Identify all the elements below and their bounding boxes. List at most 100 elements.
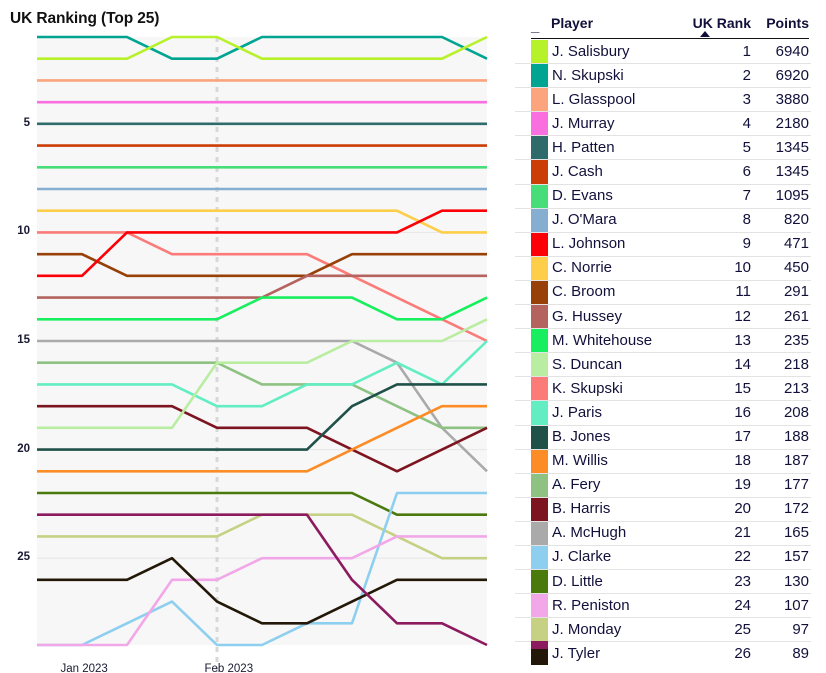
table-row[interactable]: C. Norrie 10 450 [515,256,811,281]
sort-ascending-icon[interactable] [700,31,710,37]
series-color-swatch [531,64,548,88]
x-axis-tick-label: Feb 2023 [204,663,254,673]
series-line[interactable] [37,513,488,647]
table-row[interactable]: J. O'Mara 8 820 [515,208,811,233]
series-line[interactable] [37,535,487,647]
column-header-points[interactable]: Points [766,15,809,31]
series-line[interactable] [37,274,487,299]
table-row[interactable]: A. McHugh 21 165 [515,521,811,546]
player-name: S. Duncan [552,355,623,373]
table-body: J. Salisbury 1 6940 N. Skupski 2 6920 L. Glass… [515,40,811,666]
table-row[interactable]: D. Little 23 130 [515,570,811,595]
player-points: 450 [783,259,809,277]
player-name: D. Evans [552,187,613,205]
table-row[interactable]: L. Glasspool 3 3880 [515,88,811,113]
series-line[interactable] [37,383,487,451]
y-axis-tick-label: 5 [23,116,30,129]
player-name: J. Murray [552,114,615,132]
table-row[interactable]: J. Paris 16 208 [515,401,811,426]
player-points: 291 [783,283,809,301]
player-name: J. Salisbury [552,42,630,60]
player-uk-rank: 7 [742,187,751,205]
table-row[interactable]: J. Clarke 22 157 [515,545,811,571]
ranking-lines-svg [37,35,488,673]
table-row[interactable]: B. Jones 17 188 [515,425,811,450]
table-row[interactable]: B. Harris 20 172 [515,497,811,522]
series-line[interactable] [37,209,487,234]
series-line[interactable] [37,35,488,61]
series-line[interactable] [37,361,487,430]
player-name: B. Harris [552,500,611,518]
table-row[interactable]: D. Evans 7 1095 [515,184,811,209]
table-row[interactable]: K. Skupski 15 213 [515,377,811,402]
player-uk-rank: 23 [734,572,751,590]
table-row[interactable]: L. Johnson 9 471 [515,232,811,257]
series-line[interactable] [37,35,488,61]
series-color-swatch [531,160,548,184]
table-row[interactable]: A. Fery 19 177 [515,473,811,498]
series-color-swatch [531,256,548,280]
table-row[interactable]: J. Salisbury 1 6940 [515,40,811,65]
table-row[interactable]: J. Murray 4 2180 [515,112,811,137]
player-uk-rank: 9 [742,235,751,253]
table-row[interactable]: J. Cash 6 1345 [515,160,811,185]
table-row[interactable]: R. Peniston 24 107 [515,594,811,619]
series-line[interactable] [37,404,488,473]
player-points: 2180 [775,114,809,132]
player-name: D. Little [552,572,603,590]
x-axis-tick-label: Jan 2023 [60,663,108,673]
series-line[interactable] [37,318,488,430]
series-color-swatch [531,401,548,425]
series-color-swatch [531,449,548,473]
series-line[interactable] [37,231,488,343]
column-header-player[interactable]: Player [551,15,594,31]
series-color-swatch [531,184,548,208]
player-name: N. Skupski [552,66,624,84]
column-header-uk-rank[interactable]: UK Rank [692,15,751,31]
series-color-swatch [531,232,548,256]
player-uk-rank: 17 [734,428,751,445]
series-line[interactable] [37,209,487,278]
player-uk-rank: 4 [742,114,751,132]
plot-area[interactable]: 5 10 15 20 25 Jan 2023 Feb 2023 [0,35,512,673]
table-row[interactable]: J. Tyler 26 89 [515,642,811,666]
series-line[interactable] [37,556,487,625]
series-color-swatch [531,329,548,353]
table-row[interactable]: S. Duncan 14 218 [515,353,811,378]
table-row[interactable]: C. Broom 11 291 [515,280,811,306]
table-row[interactable]: M. Willis 18 187 [515,449,811,474]
series-line[interactable] [37,491,487,647]
series-line[interactable] [37,491,487,517]
player-name: M. Willis [552,452,608,470]
player-uk-rank: 12 [734,307,751,325]
series-line[interactable] [37,340,488,408]
player-name: K. Skupski [552,379,623,397]
player-uk-rank: 16 [734,403,751,421]
table-row[interactable]: H. Patten 5 1345 [515,136,811,161]
player-points: 213 [783,379,809,397]
table-row[interactable]: G. Hussey 12 261 [515,305,811,330]
player-points: 187 [783,452,809,470]
player-name: A. Fery [552,476,601,494]
player-uk-rank: 1 [742,42,751,60]
player-points: 3880 [775,90,809,108]
y-axis-tick-label: 25 [17,551,30,564]
player-uk-rank: 6 [742,162,751,180]
series-color-swatch [531,88,548,112]
series-line[interactable] [37,404,487,473]
player-name: J. Cash [552,162,603,180]
player-points: 471 [783,235,809,253]
player-name: A. McHugh [552,524,627,542]
table-row[interactable]: J. Monday 25 97 [515,618,811,643]
player-name: J. Clarke [552,548,612,566]
table-row[interactable]: M. Whitehouse 13 235 [515,329,811,354]
series-line[interactable] [37,296,488,321]
table-row[interactable]: N. Skupski 2 6920 [515,64,811,89]
player-uk-rank: 3 [742,90,751,108]
player-name: L. Johnson [552,235,626,253]
series-line[interactable] [37,252,487,278]
player-uk-rank: 21 [734,524,751,542]
player-name: G. Hussey [552,307,623,325]
series-color-swatch [531,473,548,497]
column-header-color[interactable]: _ [531,18,540,35]
